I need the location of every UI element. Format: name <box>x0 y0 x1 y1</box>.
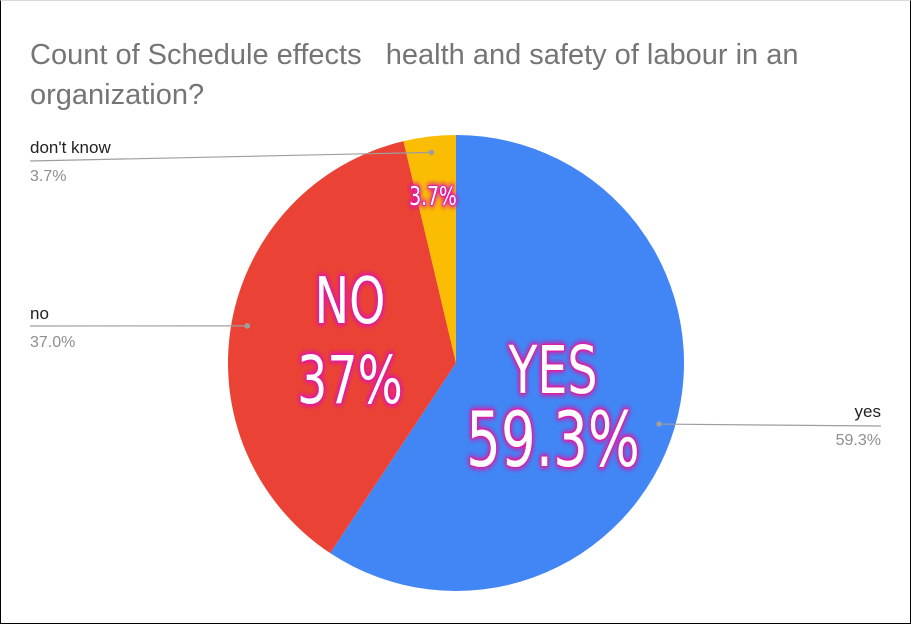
leader-value-don-t-know: 3.7% <box>30 168 66 185</box>
leader-label-no: no <box>30 304 49 323</box>
slice-annotation-2-line-2: 37% <box>297 342 403 419</box>
leader-line-yes <box>659 424 881 426</box>
slice-annotation-3-line-1: 3.7% <box>409 182 457 212</box>
leader-dot-yes <box>656 421 662 427</box>
slice-annotation-1-line-2: 59.3% <box>466 396 640 484</box>
leader-label-yes: yes <box>855 402 881 421</box>
leader-value-no: 37.0% <box>30 334 75 351</box>
leader-dot-don-t-know <box>429 150 435 156</box>
leader-dot-no <box>244 323 250 329</box>
slice-annotation-2-line-1: NO <box>315 264 386 339</box>
leader-label-don-t-know: don't know <box>30 138 111 157</box>
leader-value-yes: 59.3% <box>836 432 881 449</box>
